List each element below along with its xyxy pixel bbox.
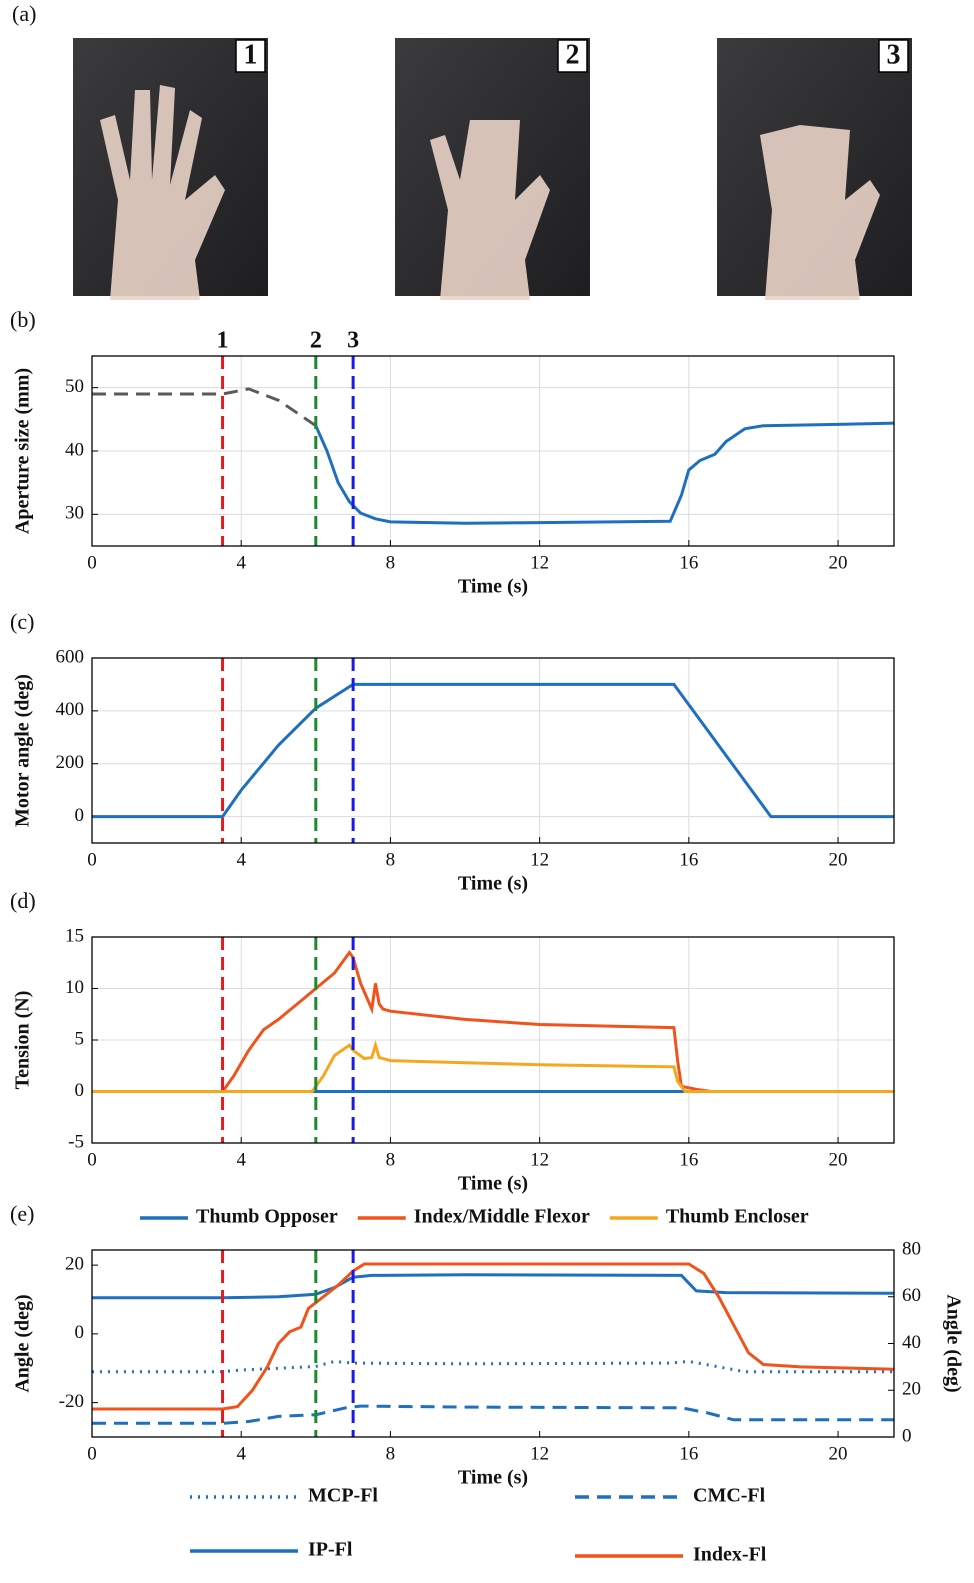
marker-label: 2	[310, 328, 322, 354]
x-tick-label: 16	[679, 1149, 698, 1170]
plot-frame	[91, 355, 895, 547]
x-tick-label: 4	[236, 1443, 246, 1464]
x-tick-label: 12	[530, 1443, 549, 1464]
legend-label: Thumb Encloser	[666, 1206, 809, 1228]
plot-frame	[91, 657, 895, 844]
series-line	[314, 421, 894, 525]
y-tick-label: 30	[65, 503, 84, 524]
y-tick-label: 600	[56, 646, 85, 667]
x-tick-label: 12	[530, 552, 549, 573]
y-tick-label: 50	[65, 376, 84, 397]
y-tick-label: -5	[68, 1131, 84, 1152]
plot-frame	[91, 936, 895, 1144]
series-line	[92, 1359, 894, 1374]
y-tick-label: 5	[75, 1028, 85, 1049]
plot-frame	[91, 1249, 895, 1438]
y-tick-label: -20	[59, 1391, 84, 1412]
y-axis-label: Angle (deg)	[12, 1294, 34, 1392]
x-tick-label: 8	[386, 1443, 396, 1464]
y2-tick-label: 60	[902, 1285, 921, 1306]
x-tick-label: 0	[87, 849, 97, 870]
y2-tick-label: 80	[902, 1238, 921, 1259]
y-tick-label: 0	[75, 1322, 85, 1343]
x-tick-label: 0	[87, 552, 97, 573]
series-line	[92, 1039, 894, 1093]
series-line	[92, 387, 317, 427]
x-axis-label: Time (s)	[458, 576, 528, 598]
series-line	[92, 949, 894, 1093]
x-tick-label: 20	[829, 849, 848, 870]
x-tick-label: 4	[236, 1149, 246, 1170]
x-axis-label: Time (s)	[458, 1173, 528, 1195]
y2-tick-label: 20	[902, 1379, 921, 1400]
photo	[717, 38, 912, 300]
y-tick-label: 20	[65, 1253, 84, 1274]
x-tick-label: 20	[829, 552, 848, 573]
y-tick-label: 40	[65, 439, 84, 460]
photo-badge	[235, 39, 266, 73]
x-tick-label: 8	[386, 1149, 396, 1170]
x-axis-label: Time (s)	[458, 1467, 528, 1489]
photo-number: 3	[887, 39, 901, 70]
y-tick-label: 0	[75, 1080, 85, 1101]
photo	[73, 38, 268, 300]
x-tick-label: 8	[386, 849, 396, 870]
y-tick-label: 10	[65, 977, 84, 998]
x-tick-label: 16	[679, 1443, 698, 1464]
y-tick-label: 0	[75, 805, 85, 826]
x-tick-label: 4	[236, 849, 246, 870]
x-tick-label: 12	[530, 849, 549, 870]
x-tick-label: 0	[87, 1443, 97, 1464]
x-tick-label: 4	[236, 552, 246, 573]
legend-label: Thumb Opposer	[196, 1206, 338, 1228]
y-axis-label: Tension (N)	[12, 991, 34, 1090]
photos	[73, 38, 912, 300]
legend-label: IP-Fl	[308, 1539, 353, 1561]
photo	[395, 38, 590, 300]
series-line	[92, 1404, 894, 1425]
y-tick-label: 400	[56, 699, 85, 720]
marker-label: 1	[217, 328, 229, 354]
x-tick-label: 0	[87, 1149, 97, 1170]
y-tick-label: 200	[56, 752, 85, 773]
panel-label: (b)	[10, 307, 36, 332]
panel-label: (c)	[10, 609, 34, 634]
legend-label: MCP-Fl	[308, 1485, 378, 1507]
x-tick-label: 8	[386, 552, 396, 573]
photo-badge	[878, 39, 909, 73]
x-tick-label: 20	[829, 1443, 848, 1464]
x-tick-label: 12	[530, 1149, 549, 1170]
photo-number: 1	[244, 39, 258, 70]
y2-tick-label: 40	[902, 1332, 921, 1353]
photo-badge	[557, 39, 588, 73]
y-axis-label: Aperture size (mm)	[12, 368, 34, 534]
y-axis-label: Motor angle (deg)	[12, 674, 34, 827]
series-line	[92, 682, 894, 819]
y2-axis-label: Angle (deg)	[942, 1294, 964, 1392]
x-axis-label: Time (s)	[458, 873, 528, 895]
panel-label: (d)	[10, 888, 36, 913]
y-tick-label: 15	[65, 925, 84, 946]
marker-label: 3	[347, 328, 359, 354]
x-tick-label: 20	[829, 1149, 848, 1170]
legend-label: Index/Middle Flexor	[414, 1206, 590, 1228]
x-tick-label: 16	[679, 552, 698, 573]
legend-label: CMC-Fl	[693, 1485, 766, 1507]
photo-number: 2	[566, 39, 580, 70]
panel-label: (a)	[12, 1, 36, 26]
x-tick-label: 16	[679, 849, 698, 870]
y2-tick-label: 0	[902, 1425, 912, 1446]
legend-label: Index-Fl	[693, 1544, 767, 1566]
panel-label: (e)	[10, 1201, 34, 1226]
series-line	[92, 1273, 894, 1300]
series-line	[92, 1262, 894, 1411]
